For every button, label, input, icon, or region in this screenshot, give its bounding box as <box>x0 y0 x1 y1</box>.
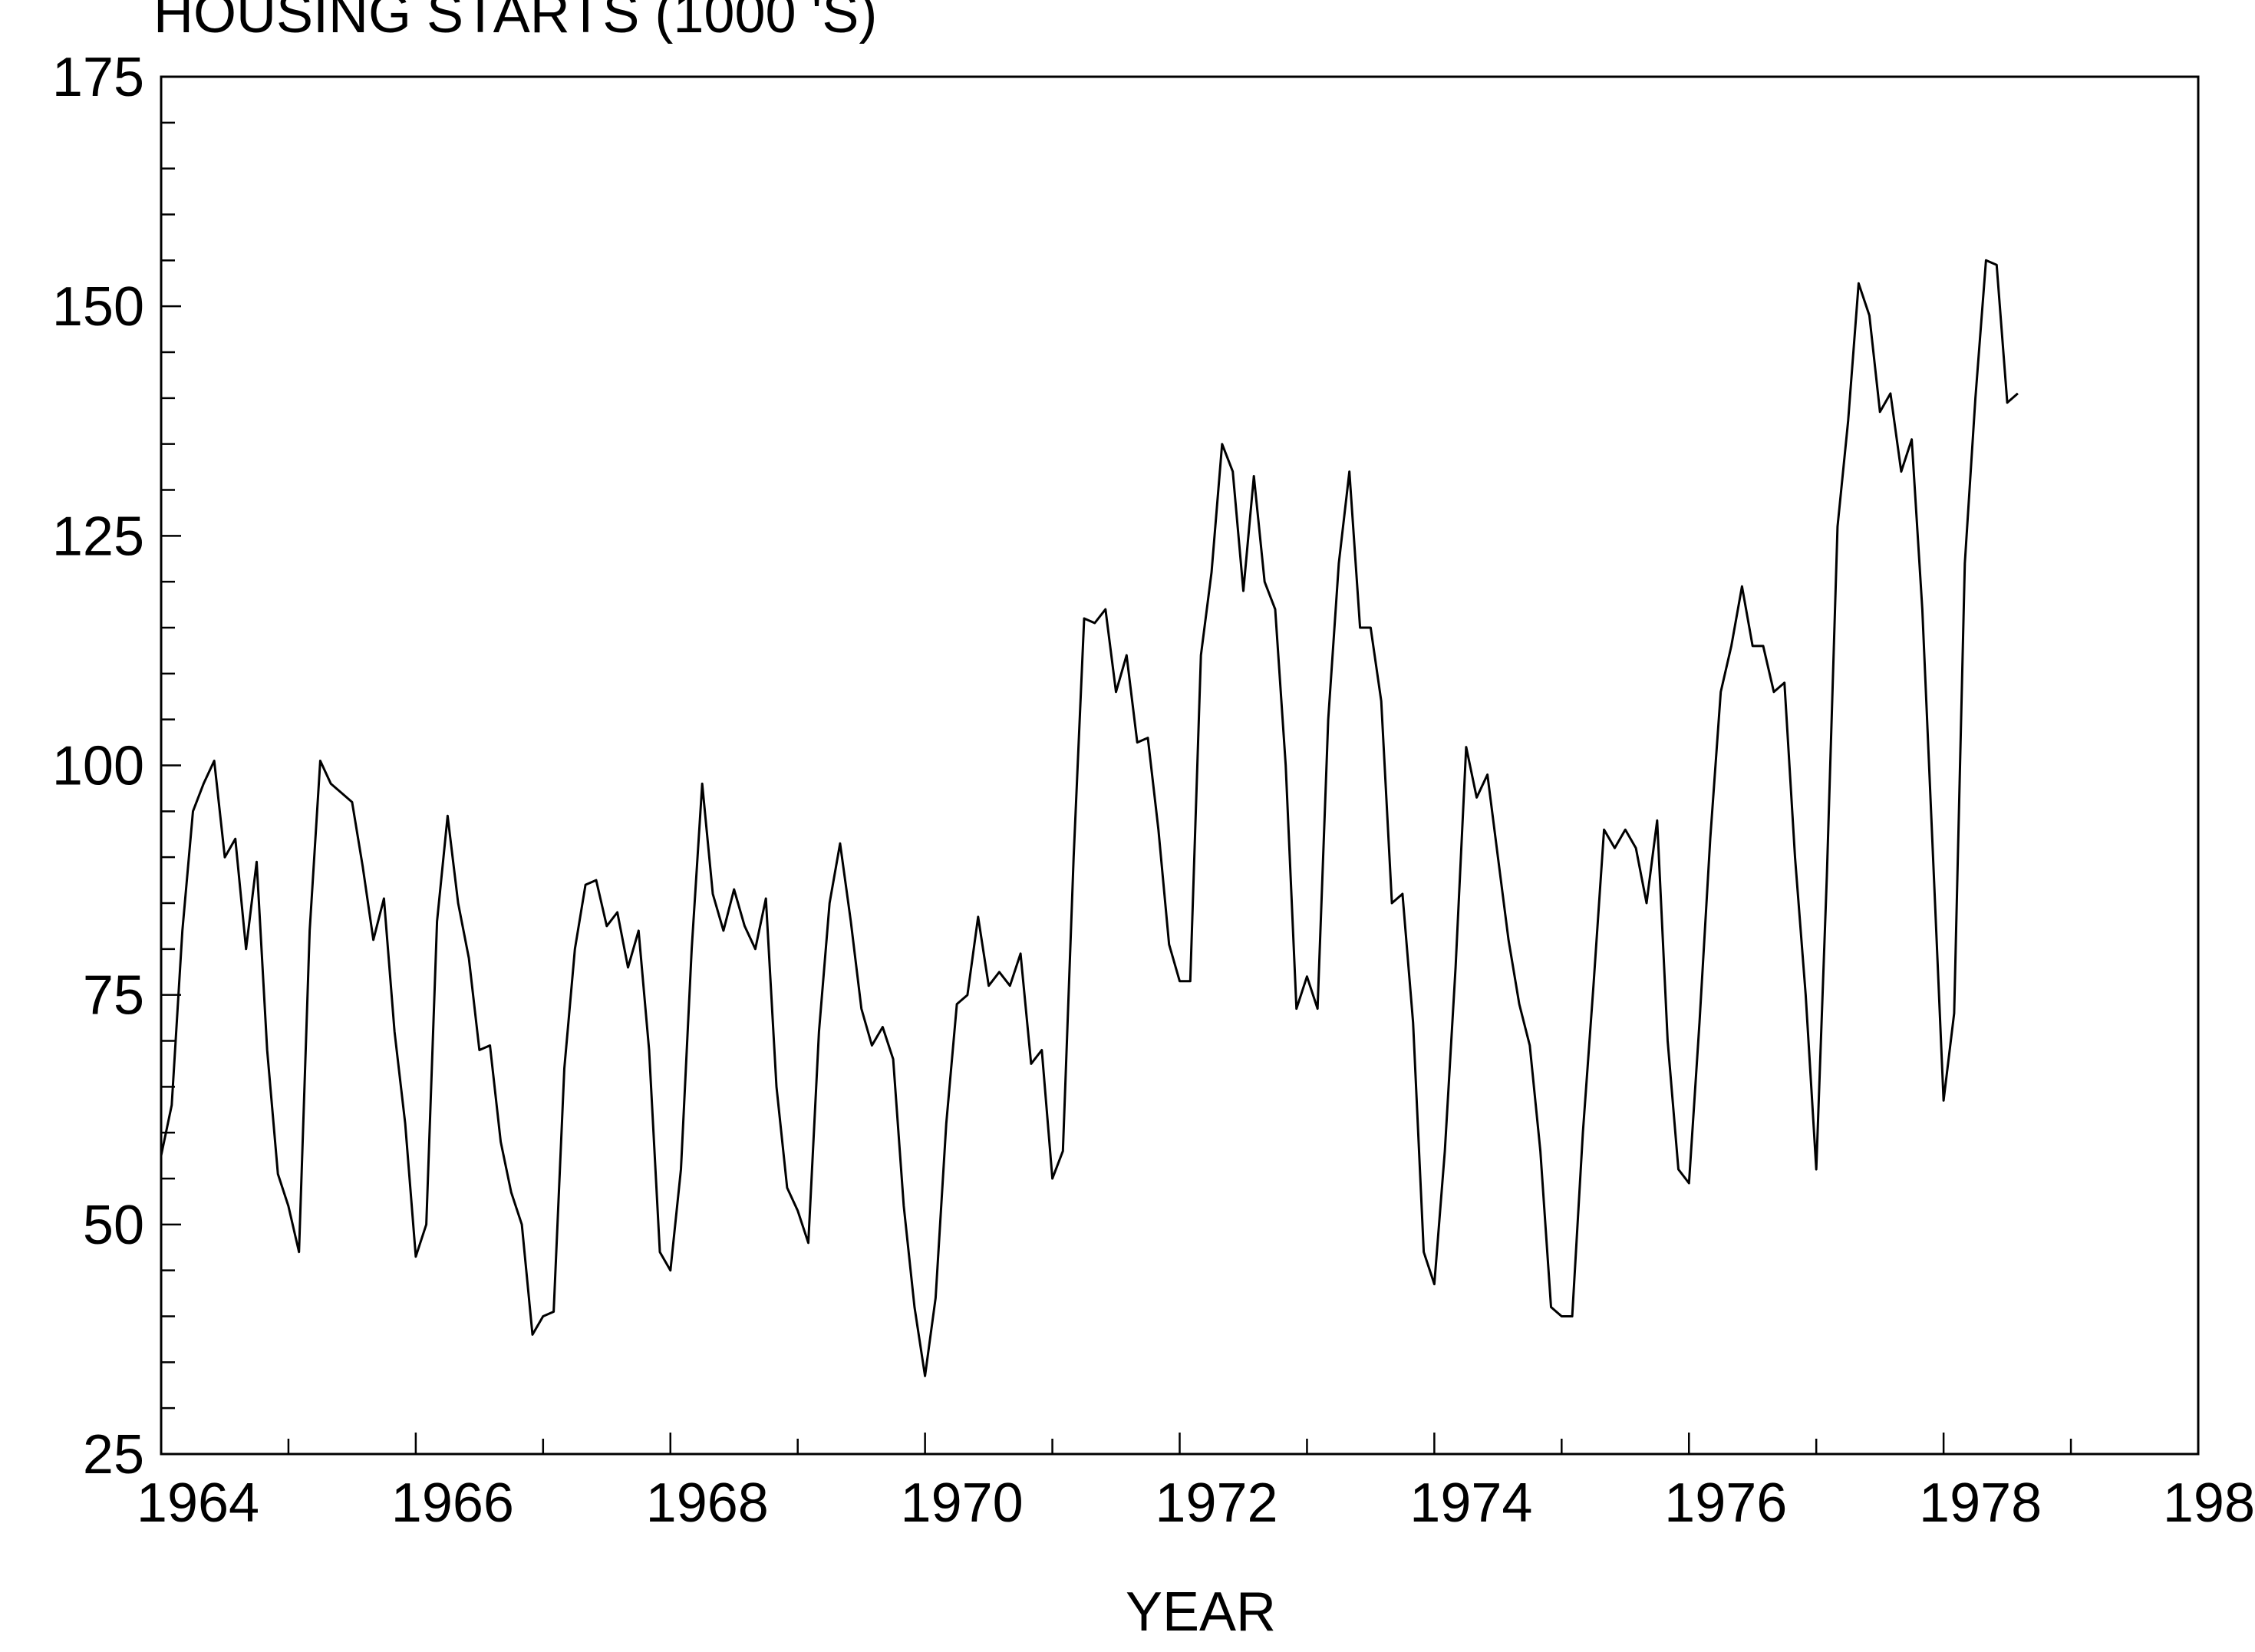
housing-starts-series-line <box>160 259 2019 1377</box>
x-tick-label: 1964 <box>137 1472 259 1534</box>
x-tick-label: 1968 <box>646 1472 769 1534</box>
y-tick-label: 100 <box>52 736 144 797</box>
x-axis-title: YEAR <box>1126 1581 1276 1643</box>
x-tick-label: 198 <box>2163 1472 2255 1534</box>
chart-title: HOUSING STARTS (1000 'S) <box>153 0 877 45</box>
x-tick-label: 1970 <box>901 1472 1024 1534</box>
x-tick-label: 1974 <box>1409 1472 1532 1534</box>
plot-frame <box>160 75 2200 1456</box>
x-axis-tick-labels: 1964 1966 1968 1970 1972 1974 1976 1978 198 <box>137 1472 2255 1534</box>
x-axis-ticks <box>160 1433 2200 1454</box>
x-tick-label: 1978 <box>1919 1472 2042 1534</box>
y-axis-tick-labels: 25 50 75 100 125 150 175 <box>52 47 144 1485</box>
y-tick-label: 175 <box>52 47 144 108</box>
x-tick-label: 1966 <box>391 1472 514 1534</box>
y-axis-ticks <box>161 75 181 1456</box>
x-tick-label: 1972 <box>1155 1472 1278 1534</box>
y-tick-label: 125 <box>52 506 144 567</box>
x-tick-label: 1976 <box>1664 1472 1787 1534</box>
y-tick-label: 75 <box>83 965 144 1027</box>
y-tick-label: 150 <box>52 276 144 338</box>
y-tick-label: 25 <box>83 1424 144 1485</box>
y-tick-label: 50 <box>83 1195 144 1256</box>
